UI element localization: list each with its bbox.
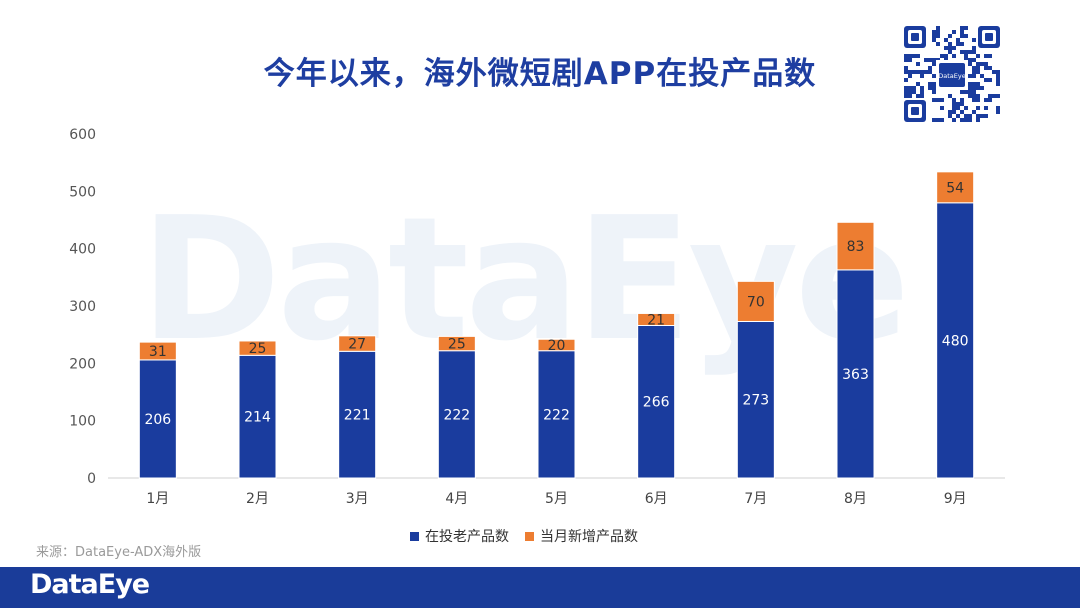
- data-label-new: 25: [448, 337, 466, 353]
- legend-swatch-existing: [410, 531, 419, 541]
- bar-new: [736, 280, 775, 322]
- bar-new: [338, 335, 377, 352]
- data-label-existing: 222: [543, 407, 570, 423]
- bar-new: [637, 312, 676, 326]
- data-label-new: 21: [647, 312, 665, 328]
- y-tick-label: 100: [69, 414, 96, 430]
- watermark: DataEye: [140, 181, 910, 379]
- x-tick-label: 1月: [146, 491, 169, 507]
- legend-label-existing: 在投老产品数: [425, 529, 509, 545]
- x-tick-label: 5月: [545, 491, 568, 507]
- x-tick-label: 8月: [844, 491, 867, 507]
- bar-existing: [537, 350, 576, 479]
- data-label-new: 25: [249, 341, 267, 357]
- bar-new: [936, 171, 975, 204]
- bar-new: [238, 340, 277, 356]
- y-tick-label: 500: [69, 184, 96, 200]
- bar-new: [437, 335, 476, 352]
- data-label-existing: 273: [742, 393, 769, 409]
- qr-finder-tr: [978, 26, 1000, 48]
- bar-existing: [836, 269, 875, 479]
- x-tick-label: 9月: [944, 491, 967, 507]
- qr-code: DataEye: [900, 22, 1004, 126]
- legend-item-new: 当月新增产品数: [525, 526, 638, 546]
- data-label-new: 70: [747, 294, 765, 310]
- data-label-existing: 480: [942, 333, 969, 349]
- chart-title: 今年以来，海外微短剧APP在投产品数: [263, 56, 817, 92]
- data-label-new: 20: [548, 338, 566, 354]
- legend-swatch-new: [525, 531, 534, 541]
- legend-item-existing: 在投老产品数: [410, 526, 509, 546]
- qr-finder-bl: [904, 100, 926, 122]
- data-label-existing: 222: [443, 407, 470, 423]
- x-tick-label: 2月: [246, 491, 269, 507]
- bar-existing: [238, 354, 277, 479]
- data-label-new: 83: [847, 239, 865, 255]
- footer-bar: DataEye: [0, 567, 1080, 608]
- footer-logo: DataEye: [30, 569, 150, 600]
- x-tick-label: 3月: [346, 491, 369, 507]
- qr-center-logo: DataEye: [938, 72, 965, 80]
- y-tick-label: 600: [69, 127, 96, 143]
- data-label-new: 27: [348, 337, 366, 353]
- x-tick-label: 6月: [645, 491, 668, 507]
- bar-existing: [936, 202, 975, 479]
- x-tick-label: 7月: [744, 491, 767, 507]
- bar-new: [537, 338, 576, 352]
- chart-legend: 在投老产品数 当月新增产品数: [410, 526, 638, 546]
- legend-label-new: 当月新增产品数: [540, 529, 638, 545]
- data-label-existing: 206: [144, 412, 171, 428]
- data-label-new: 54: [946, 180, 964, 196]
- data-label-existing: 266: [643, 395, 670, 411]
- x-tick-label: 4月: [445, 491, 468, 507]
- data-label-existing: 221: [344, 408, 371, 424]
- y-tick-label: 0: [87, 471, 96, 487]
- bar-new: [138, 341, 177, 361]
- y-tick-label: 300: [69, 299, 96, 315]
- source-note: 来源：DataEye-ADX海外版: [36, 545, 202, 560]
- bar-new: [836, 221, 875, 271]
- y-tick-label: 200: [69, 356, 96, 372]
- bar-existing: [138, 359, 177, 479]
- bar-existing: [637, 324, 676, 479]
- bar-existing: [338, 350, 377, 479]
- bar-existing: [437, 350, 476, 479]
- data-label-new: 31: [149, 344, 167, 360]
- y-tick-label: 400: [69, 242, 96, 258]
- stacked-bar-chart: 0 100 200 300 400 500 600 1月 2月 3月 4月 5月 6月 7月 8月 9月 20…: [69, 127, 1005, 507]
- data-label-existing: 214: [244, 410, 271, 426]
- qr-finder-tl: [904, 26, 926, 48]
- data-label-existing: 363: [842, 367, 869, 383]
